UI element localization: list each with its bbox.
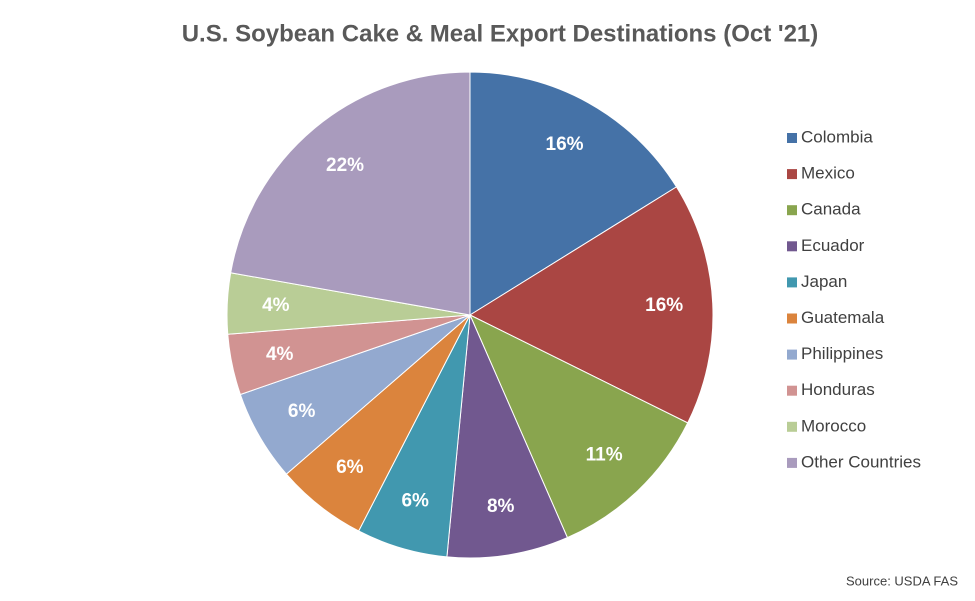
legend-swatch <box>787 313 797 324</box>
legend-swatch <box>787 241 797 252</box>
legend-label: Other Countries <box>801 452 921 471</box>
pie-slice <box>468 313 689 539</box>
legend-swatch <box>787 133 797 143</box>
slice-label: 6% <box>401 491 429 512</box>
slice-label: 4% <box>266 344 294 365</box>
pie-slice <box>230 71 471 316</box>
legend-label: Mexico <box>801 164 855 183</box>
slice-label: 8% <box>487 496 515 517</box>
legend-swatch <box>787 205 797 216</box>
legend-label: Colombia <box>801 127 873 146</box>
slice-label: 4% <box>262 295 290 316</box>
legend-label: Guatemala <box>801 308 885 327</box>
legend-swatch <box>787 349 797 360</box>
pie-slice <box>468 186 714 424</box>
slice-label: 6% <box>288 401 316 422</box>
slice-label: 16% <box>546 134 584 155</box>
slice-label: 22% <box>326 155 364 176</box>
source-note: Source: USDA FAS <box>846 573 958 588</box>
legend-label: Morocco <box>801 416 866 435</box>
legend-swatch <box>787 277 797 288</box>
legend-label: Ecuador <box>801 236 865 255</box>
legend-label: Philippines <box>801 344 883 363</box>
legend-swatch <box>787 457 797 468</box>
pie-slice <box>446 313 569 559</box>
legend-label: Honduras <box>801 380 875 399</box>
legend-label: Canada <box>801 200 861 219</box>
legend-swatch <box>787 169 797 180</box>
chart-title: U.S. Soybean Cake & Meal Export Destinat… <box>182 20 819 47</box>
slice-label: 11% <box>586 445 623 466</box>
slice-label: 16% <box>645 295 683 316</box>
legend-label: Japan <box>801 272 847 291</box>
slice-label: 6% <box>336 457 364 478</box>
legend-swatch <box>787 385 797 396</box>
pie-slice <box>469 71 678 316</box>
legend-swatch <box>787 421 797 432</box>
